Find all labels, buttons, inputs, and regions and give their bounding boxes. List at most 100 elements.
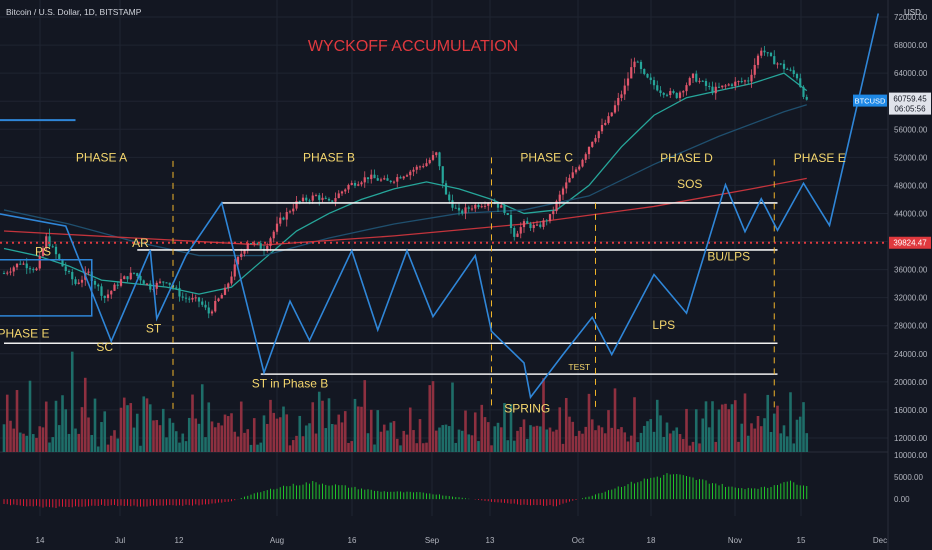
volume-bar (100, 422, 103, 452)
candle-body (181, 296, 184, 298)
price-axis[interactable]: 68000.0064000.0060000.0056000.0052000.00… (853, 13, 931, 443)
candle-body (422, 166, 425, 168)
candles (2, 46, 808, 319)
volume-bar (51, 437, 55, 452)
volume-bar (545, 429, 549, 452)
candle-body (457, 207, 461, 211)
candle-body (162, 281, 165, 283)
candle-body (506, 212, 509, 215)
candle-body (750, 74, 753, 82)
annotation-label: PS (35, 245, 51, 259)
time-axis[interactable]: 14 Jul 12 Aug 16 Sep 13 Oct 18 Nov 15 Dec (36, 536, 888, 545)
candle-body (379, 179, 383, 181)
volume-bar (610, 427, 614, 452)
volume-bar (538, 426, 542, 452)
volume-bar (629, 435, 633, 452)
candle-body (565, 182, 568, 189)
candle-body (454, 207, 457, 209)
candle-body (123, 276, 126, 280)
volume-bar (561, 443, 565, 452)
volume-bar (522, 419, 526, 452)
wyckoff-schematic[interactable] (0, 13, 880, 400)
candle-body (613, 105, 617, 113)
volume-bar (350, 441, 354, 452)
candle-body (61, 259, 64, 267)
volume-bar (740, 423, 744, 452)
volume-bar (698, 443, 701, 452)
candle-body (503, 205, 506, 213)
candle-body (292, 208, 295, 212)
candle-body (610, 112, 613, 117)
volume-bar (223, 414, 227, 452)
candle-body (253, 242, 256, 244)
candle-body (184, 297, 188, 299)
candle-body (678, 92, 682, 98)
volume-bar (571, 421, 575, 452)
price-tick-label: 56000.00 (894, 125, 928, 134)
candle-body (769, 52, 773, 57)
volume-bar (473, 412, 477, 452)
candle-body (139, 275, 142, 281)
support-resistance-levels[interactable] (0, 119, 888, 412)
price-tick-label: 16000.00 (894, 406, 928, 415)
schematic-path (0, 13, 880, 400)
volume-bar (145, 398, 149, 452)
candle-body (324, 197, 327, 199)
grid (0, 0, 889, 550)
volume-bar (649, 419, 653, 452)
volume-bar (490, 445, 493, 452)
candle-body (45, 236, 48, 249)
volume-bar (256, 444, 259, 452)
volume-bar (753, 428, 757, 452)
volume-bar (506, 440, 510, 452)
volume-bar (626, 441, 630, 452)
candle-body (100, 286, 103, 296)
candle-body (545, 220, 548, 222)
candle-body (418, 166, 422, 168)
volume-bar (785, 436, 789, 452)
candle-body (669, 91, 672, 96)
volume-bar (15, 390, 19, 452)
volume-bar (243, 432, 246, 452)
candle-body (331, 200, 334, 202)
candle-body (136, 273, 139, 276)
volume-bar (236, 436, 240, 452)
volume-bar (217, 422, 220, 452)
volume-bar (194, 418, 198, 452)
volume-bar (766, 394, 770, 452)
time-tick-label: 12 (175, 536, 184, 545)
volume-bar (213, 427, 217, 452)
blue-range-box (0, 259, 93, 317)
volume-bar (444, 424, 448, 452)
candle-body (721, 85, 724, 88)
volume-bar (373, 444, 376, 452)
candle-body (58, 254, 61, 260)
moving-average-line (3, 72, 808, 295)
volume-bar (662, 436, 666, 452)
candle-body (103, 295, 106, 299)
candle-body (155, 282, 158, 289)
volume-bar (707, 427, 711, 452)
candle-body (165, 282, 168, 284)
candle-body (435, 152, 438, 156)
volume-bar (733, 400, 737, 452)
current-price-box (889, 92, 931, 115)
volume-bar (668, 433, 672, 452)
volume-bar (90, 435, 94, 452)
volume-bar (714, 441, 718, 452)
candle-body (672, 91, 675, 93)
price-tick-label: 28000.00 (894, 322, 928, 331)
candle-body (760, 50, 763, 56)
moving-average-line (3, 104, 807, 257)
annotation-label: SC (96, 340, 113, 354)
candle-body (532, 224, 535, 229)
candle-body (474, 204, 477, 209)
volume-bar (477, 441, 480, 452)
candle-body (584, 154, 587, 160)
candle-body (311, 195, 314, 201)
candle-body (366, 177, 370, 180)
candle-body (685, 85, 688, 92)
candle-body (396, 177, 399, 182)
volume-bar (83, 377, 87, 452)
